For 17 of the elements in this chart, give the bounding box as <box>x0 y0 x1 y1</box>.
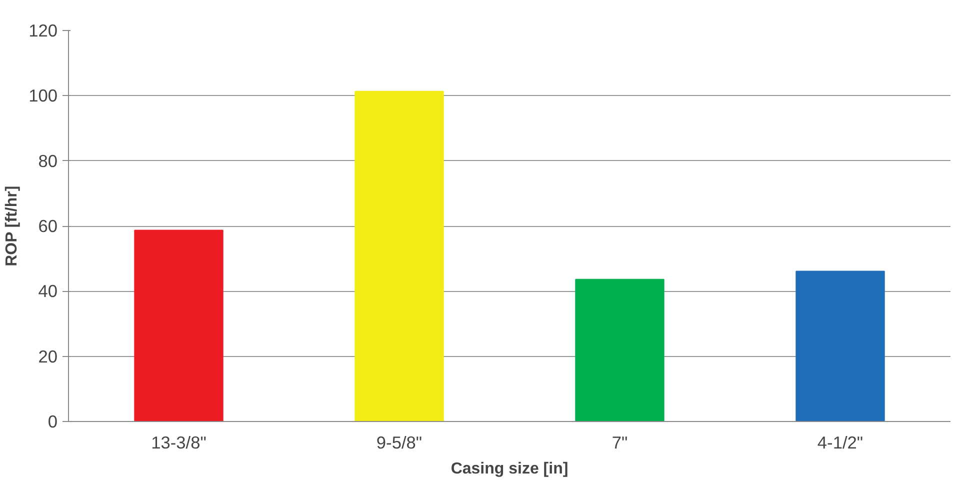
x-tick-label: 7" <box>612 432 628 452</box>
y-tick-label: 100 <box>28 86 58 106</box>
bar <box>575 278 664 422</box>
bar <box>354 90 444 422</box>
y-tick-label: 60 <box>38 216 58 236</box>
x-axis-title: Casing size [in] <box>450 460 568 478</box>
y-tick-label: 0 <box>48 412 58 432</box>
y-axis-title: ROP [ft/hr] <box>4 186 21 266</box>
x-tick-label: 13-3/8" <box>151 432 206 452</box>
x-tick-label: 9-5/8" <box>376 432 422 452</box>
bar <box>134 230 224 422</box>
y-tick-label: 120 <box>28 20 58 40</box>
x-tick-label: 4-1/2" <box>817 432 864 452</box>
y-tick-label: 80 <box>38 150 58 171</box>
bar <box>796 270 885 422</box>
y-tick-label: 20 <box>38 346 58 366</box>
y-tick-label: 40 <box>38 281 58 302</box>
